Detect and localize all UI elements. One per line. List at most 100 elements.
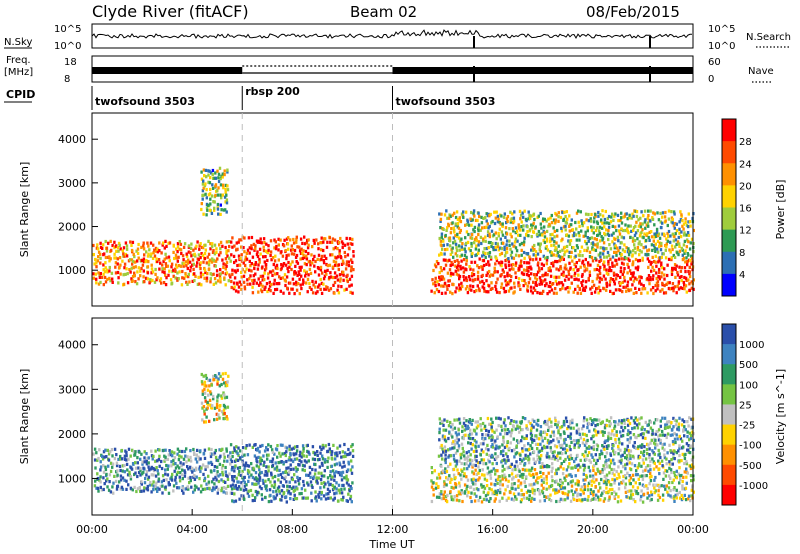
scatter-cell	[590, 453, 593, 457]
scatter-cell	[543, 464, 546, 468]
freq-tick-top: 18	[64, 57, 77, 68]
scatter-cell	[505, 221, 508, 225]
scatter-cell	[617, 224, 621, 228]
scatter-cell	[111, 277, 114, 281]
scatter-cell	[225, 198, 229, 202]
scatter-cell	[271, 273, 274, 277]
scatter-cell	[275, 493, 279, 497]
scatter-cell	[581, 489, 585, 493]
scatter-cell	[322, 277, 326, 281]
scatter-cell	[495, 256, 498, 260]
scatter-cell	[175, 256, 178, 260]
scatter-cell	[273, 485, 276, 489]
scatter-cell	[559, 465, 562, 469]
scatter-cell	[542, 279, 545, 283]
scatter-cell	[580, 229, 583, 233]
scatter-cell	[172, 250, 175, 254]
scatter-cell	[469, 458, 472, 462]
scatter-cell	[137, 266, 140, 270]
scatter-cell	[127, 447, 131, 451]
scatter-cell	[467, 441, 470, 445]
scatter-cell	[464, 250, 467, 254]
scatter-cell	[343, 243, 347, 247]
scatter-cell	[234, 289, 238, 293]
scatter-cell	[555, 213, 558, 217]
scatter-cell	[529, 473, 532, 477]
scatter-cell	[476, 218, 479, 223]
scatter-cell	[473, 214, 476, 218]
scatter-cell	[216, 382, 219, 386]
scatter-cell	[676, 273, 680, 277]
scatter-cell	[349, 269, 353, 273]
scatter-cell	[622, 474, 625, 479]
scatter-cell	[342, 483, 345, 487]
scatter-cell	[225, 210, 228, 214]
scatter-cell	[329, 287, 333, 291]
scatter-cell	[194, 254, 197, 258]
scatter-cell	[343, 250, 346, 255]
scatter-cell	[645, 238, 648, 243]
scatter-cell	[610, 269, 613, 273]
scatter-cell	[658, 467, 661, 471]
scatter-cell	[629, 250, 632, 254]
scatter-cell	[236, 458, 240, 462]
scatter-cell	[314, 259, 317, 264]
scatter-cell	[259, 283, 263, 287]
scatter-cell	[542, 472, 545, 476]
scatter-cell	[524, 456, 527, 460]
scatter-cell	[448, 279, 451, 283]
scatter-cell	[449, 447, 452, 451]
scatter-cell	[475, 454, 478, 458]
scatter-cell	[594, 214, 597, 218]
scatter-cell	[265, 484, 268, 488]
scatter-cell	[104, 448, 107, 452]
scatter-cell	[111, 485, 114, 489]
scatter-cell	[564, 416, 568, 420]
scatter-cell	[659, 211, 662, 215]
scatter-cell	[468, 432, 472, 436]
scatter-cell	[200, 401, 204, 405]
scatter-cell	[514, 427, 517, 431]
scatter-cell	[487, 269, 491, 274]
scatter-cell	[685, 475, 688, 479]
scatter-cell	[653, 486, 656, 490]
scatter-cell	[237, 285, 241, 289]
scatter-cell	[136, 247, 140, 251]
scatter-cell	[493, 221, 497, 226]
scatter-cell	[168, 449, 171, 453]
scatter-cell	[613, 473, 616, 477]
scatter-cell	[485, 290, 488, 294]
scatter-cell	[461, 425, 464, 429]
scatter-cell	[484, 437, 487, 441]
scatter-cell	[533, 438, 536, 442]
scatter-cell	[538, 248, 541, 252]
scatter-cell	[640, 210, 643, 214]
scatter-cell	[150, 473, 153, 477]
scatter-cell	[172, 462, 175, 466]
scatter-cell	[470, 432, 474, 436]
scatter-cell	[444, 428, 448, 432]
scatter-cell	[227, 249, 230, 253]
scatter-cell	[646, 221, 650, 225]
scatter-cell	[455, 436, 459, 440]
scatter-cell	[607, 498, 610, 502]
scatter-cell	[273, 480, 276, 484]
scatter-cell	[245, 267, 248, 271]
scatter-cell	[595, 493, 598, 497]
scatter-cell	[577, 438, 580, 443]
scatter-cell	[469, 453, 472, 457]
scatter-cell	[217, 393, 220, 397]
scatter-cell	[528, 457, 531, 461]
scatter-cell	[610, 483, 613, 487]
scatter-cell	[323, 469, 326, 473]
scatter-cell	[301, 444, 305, 448]
scatter-cell	[107, 241, 110, 245]
scatter-cell	[603, 217, 607, 222]
scatter-cell	[447, 216, 451, 220]
scatter-cell	[463, 454, 466, 458]
scatter-cell	[446, 493, 449, 497]
scatter-cell	[463, 467, 466, 471]
scatter-cell	[442, 484, 446, 488]
scatter-cell	[518, 425, 522, 429]
scatter-cell	[314, 291, 318, 295]
